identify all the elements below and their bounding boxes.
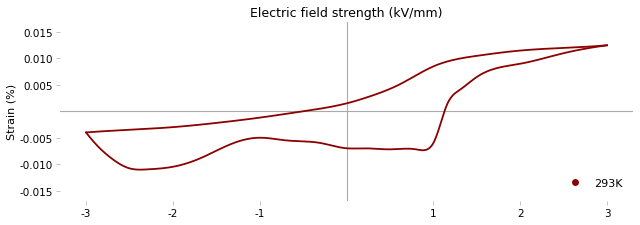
Y-axis label: Strain (%): Strain (%) (7, 84, 17, 140)
Legend: 293K: 293K (559, 173, 627, 192)
Title: Electric field strength (kV/mm): Electric field strength (kV/mm) (250, 7, 443, 20)
